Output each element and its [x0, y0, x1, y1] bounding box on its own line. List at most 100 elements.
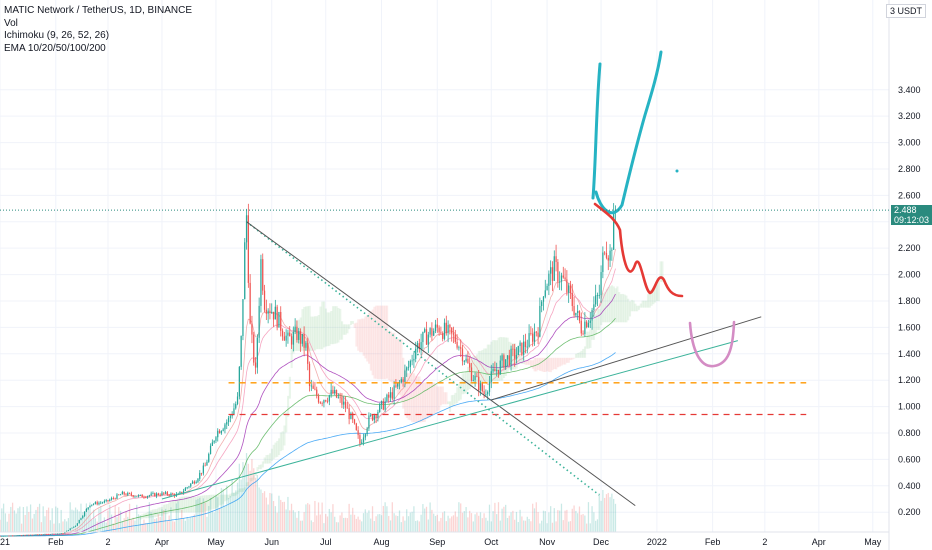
candle-body: [571, 293, 573, 307]
ichimoku-cloud-slice: [263, 457, 266, 464]
candle-body: [488, 381, 491, 393]
ichimoku-cloud-slice: [216, 494, 219, 508]
candle-body: [308, 363, 311, 386]
ichimoku-cloud-slice: [504, 337, 507, 376]
ichimoku-cloud-slice: [389, 331, 392, 382]
candle-body: [409, 360, 411, 367]
candle-body: [524, 341, 527, 347]
volume-bar: [427, 519, 429, 532]
ema-100-line: [0, 317, 616, 537]
candle-body: [109, 499, 111, 501]
ichimoku-cloud-slice: [328, 312, 331, 346]
candle-body: [260, 259, 262, 306]
candle-body: [546, 285, 548, 291]
legend-symbol[interactable]: MATIC Network / TetherUS, 1D, BINANCE: [4, 5, 193, 16]
ichimoku-cloud-slice: [362, 318, 365, 356]
candle-body: [164, 492, 167, 494]
candle-body: [218, 430, 221, 434]
candle-body: [152, 493, 154, 494]
candle-body: [440, 332, 442, 334]
candle-body: [532, 333, 534, 342]
candle-body: [586, 321, 588, 328]
volume-bar: [483, 513, 485, 532]
volume-bar: [317, 502, 320, 532]
volume-bar: [433, 513, 435, 532]
candle-body: [20, 535, 23, 536]
ichimoku-cloud-slice: [330, 310, 333, 345]
ichimoku-cloud-slice: [229, 493, 232, 498]
ichimoku-cloud-slice: [281, 431, 284, 451]
volume-bar: [274, 506, 276, 532]
volume-bar: [4, 513, 7, 532]
candle-body: [11, 535, 14, 537]
ichimoku-cloud-slice: [556, 357, 560, 368]
candle-body: [539, 305, 541, 337]
volume-bar: [380, 515, 383, 532]
ichimoku-cloud-slice: [283, 425, 286, 446]
candles: [0, 203, 617, 537]
candle-body: [602, 252, 604, 273]
ichimoku-cloud-slice: [603, 291, 606, 323]
candle-body: [197, 478, 199, 482]
ichimoku-cloud-slice: [258, 464, 261, 470]
candle-body: [154, 493, 156, 497]
candle-body: [413, 358, 415, 361]
volume-bar: [285, 509, 287, 532]
candle-body: [600, 272, 602, 296]
candle-body: [370, 415, 372, 416]
volume-bar: [11, 502, 14, 532]
candle-body: [236, 396, 239, 404]
ichimoku-cloud-slice: [540, 357, 543, 372]
candle-body: [314, 388, 316, 390]
ichimoku-cloud-slice: [589, 329, 592, 348]
ichimoku-cloud-slice: [186, 496, 189, 513]
volume-bar: [339, 515, 341, 532]
volume-bar: [449, 518, 451, 532]
volume-bar: [208, 506, 210, 532]
candle-body: [181, 491, 183, 493]
volume-bar: [467, 517, 469, 532]
currency-unit-button[interactable]: 3 USDT: [885, 4, 926, 18]
candle-body: [103, 500, 106, 503]
candle-body: [582, 333, 584, 335]
volume-bar: [49, 520, 52, 532]
ichimoku-cloud-slice: [605, 288, 608, 323]
candle-body: [530, 333, 532, 334]
ichimoku-cloud-slice: [152, 509, 155, 518]
ichimoku-cloud-slice: [225, 494, 228, 501]
candle-body: [245, 215, 248, 243]
candle-body: [200, 472, 203, 474]
candle-body: [424, 329, 426, 332]
volume-bar: [38, 503, 41, 532]
ichimoku-cloud-slice: [490, 341, 493, 383]
time-tick-label: Oct: [484, 537, 499, 547]
legend-ichimoku[interactable]: Ichimoku (9, 26, 52, 26): [4, 30, 110, 41]
legend-ema[interactable]: EMA 10/20/50/100/200: [4, 42, 106, 54]
candle-body: [334, 389, 336, 394]
volume-bar: [469, 510, 471, 532]
volume-bar: [604, 497, 606, 532]
ichimoku-cloud-slice: [393, 332, 396, 385]
ichimoku-cloud-slice: [578, 352, 581, 358]
volume-bar: [220, 487, 222, 532]
price-tick-label: 0.600: [898, 454, 921, 464]
volume-bar: [170, 507, 172, 532]
candle-body: [362, 437, 365, 443]
ichimoku-cloud-slice: [180, 496, 183, 513]
ichimoku-cloud-slice: [348, 324, 351, 330]
ichimoku-cloud-slice: [594, 314, 597, 336]
price-tick-label: 1.600: [898, 322, 921, 332]
ichimoku-cloud-slice: [520, 357, 524, 364]
ichimoku-cloud-slice: [197, 495, 200, 513]
candle-body: [28, 534, 30, 536]
volume-bar: [105, 522, 107, 532]
legend-vol[interactable]: Vol: [4, 17, 18, 29]
candle-body: [127, 492, 129, 496]
candle-body: [267, 310, 269, 314]
candle-body: [56, 533, 59, 535]
ichimoku-cloud-slice: [234, 492, 237, 496]
candle-body: [568, 285, 570, 293]
candle-body: [528, 333, 530, 347]
